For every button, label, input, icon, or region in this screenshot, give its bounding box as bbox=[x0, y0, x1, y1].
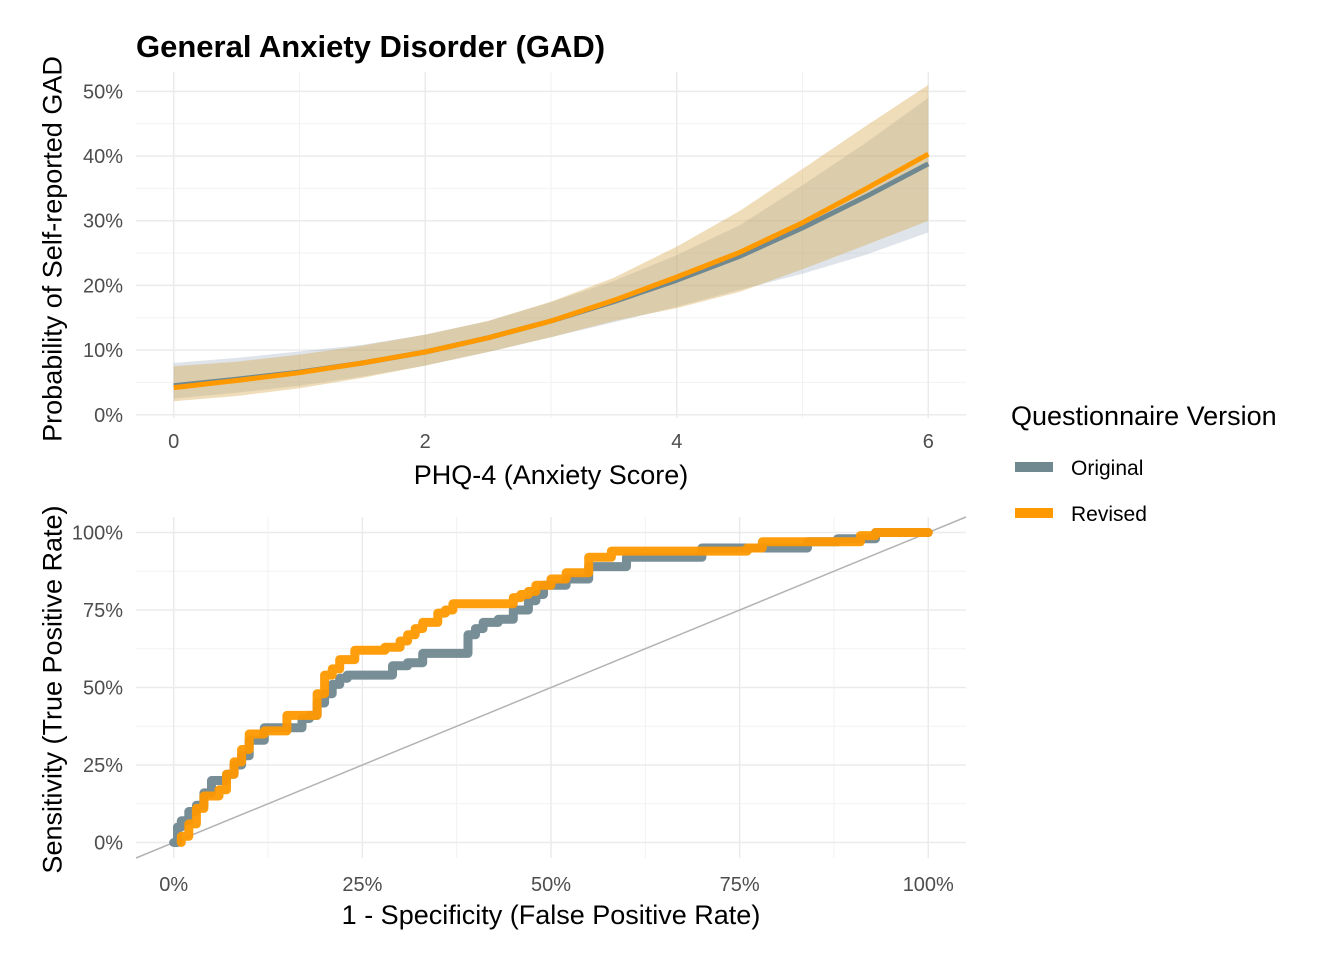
x-tick-label: 75% bbox=[720, 874, 760, 896]
reference-diagonal-line bbox=[135, 516, 967, 859]
y-tick-label: 50% bbox=[83, 678, 123, 700]
x-tick-label: 4 bbox=[671, 431, 682, 453]
probability-confidence-bands bbox=[173, 84, 929, 402]
roc-curves bbox=[169, 528, 933, 847]
y-tick-label: 50% bbox=[83, 81, 123, 103]
y-tick-label: 0% bbox=[94, 833, 123, 855]
y-tick-label: 0% bbox=[94, 405, 123, 427]
x-tick-label: 25% bbox=[342, 874, 382, 896]
roc-tick-labels: 0% 25% 50% 75% 100% 0% 25% 50% 75% 100% bbox=[72, 523, 954, 897]
legend-label-original: Original bbox=[1071, 457, 1143, 480]
legend: Questionnaire Version Original Revised bbox=[1011, 401, 1277, 526]
roc-curve-revised bbox=[176, 528, 933, 847]
probability-gridlines bbox=[136, 72, 966, 418]
legend-label-revised: Revised bbox=[1071, 503, 1147, 526]
y-tick-label: 75% bbox=[83, 600, 123, 622]
y-tick-label: 100% bbox=[72, 523, 123, 545]
y-axis-title-sensitivity: Sensitivity (True Positive Rate) bbox=[37, 505, 67, 873]
probability-tick-labels: 0 2 4 6 0% 10% 20% 30% 40% 50% bbox=[83, 81, 934, 453]
y-tick-label: 10% bbox=[83, 340, 123, 362]
y-tick-label: 20% bbox=[83, 275, 123, 297]
x-tick-label: 0 bbox=[168, 431, 179, 453]
x-tick-label: 2 bbox=[420, 431, 431, 453]
curve-revised bbox=[173, 151, 930, 391]
y-axis-title-probability: Probability of Self-reported GAD bbox=[37, 56, 67, 442]
y-tick-label: 30% bbox=[83, 211, 123, 233]
x-tick-label: 6 bbox=[923, 431, 934, 453]
legend-title: Questionnaire Version bbox=[1011, 401, 1277, 431]
x-axis-title-phq4: PHQ-4 (Anxiety Score) bbox=[414, 460, 689, 490]
roc-panel: 0% 25% 50% 75% 100% 0% 25% 50% 75% 100% 1 - Speci… bbox=[37, 505, 967, 930]
y-tick-label: 40% bbox=[83, 146, 123, 168]
x-tick-label: 100% bbox=[903, 874, 954, 896]
x-axis-title-fpr: 1 - Specificity (False Positive Rate) bbox=[342, 900, 761, 930]
y-tick-label: 25% bbox=[83, 755, 123, 777]
chart-title: General Anxiety Disorder (GAD) bbox=[136, 29, 605, 64]
x-tick-label: 0% bbox=[159, 874, 188, 896]
roc-reference-diagonal bbox=[135, 516, 967, 859]
probability-curves bbox=[173, 151, 930, 391]
x-tick-label: 50% bbox=[531, 874, 571, 896]
confidence-band-revised bbox=[173, 84, 929, 402]
probability-panel: 0 2 4 6 0% 10% 20% 30% 40% 50% PHQ-4 (Anxiety Sco… bbox=[37, 56, 966, 490]
confidence-band-original bbox=[173, 97, 929, 399]
